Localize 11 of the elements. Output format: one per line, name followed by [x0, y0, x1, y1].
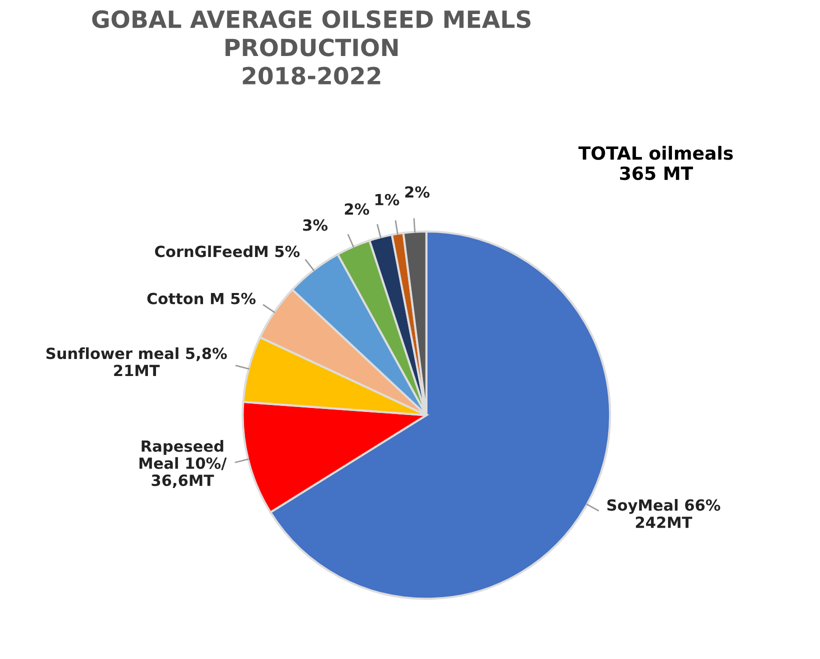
slice-label: Rapeseed Meal 10%/ 36,6MT	[140, 440, 227, 488]
text: TOTAL oilmeals 365 MT	[578, 146, 733, 180]
chart-title: GOBAL AVERAGE OILSEED MEALS PRODUCTION 2018-2022	[92, 10, 530, 85]
slice-label: CornGlFeedM 5%	[155, 245, 300, 258]
slice-label: Cotton M 5%	[147, 292, 256, 304]
data-label: 1%	[375, 194, 400, 206]
slice-label: SoyMeal 66% 242MT	[607, 499, 720, 528]
slice-label: Sunflower meal 5,8% 21MT	[46, 347, 227, 376]
data-label: 2%	[405, 186, 430, 198]
data-label: 3%	[303, 219, 328, 231]
data-label: 2%	[344, 203, 370, 215]
